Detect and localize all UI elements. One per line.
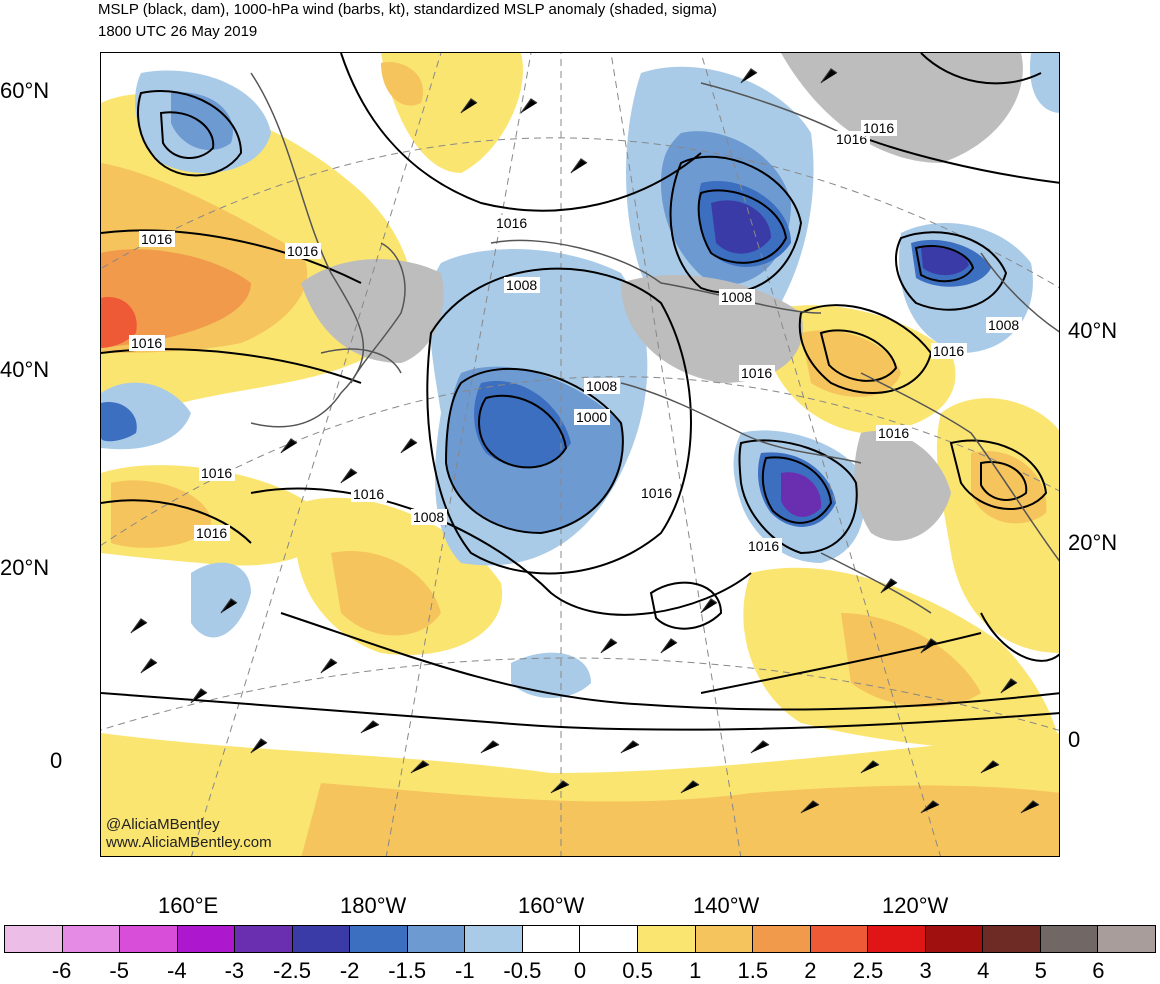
isobar-label: 1016 bbox=[287, 243, 318, 259]
colorbar-tick-label: 1.5 bbox=[737, 958, 769, 983]
colorbar-swatch bbox=[177, 926, 236, 952]
isobar-label: 1016 bbox=[741, 365, 772, 381]
colorbar-tick-label: -2.5 bbox=[273, 958, 311, 983]
isobar-label: 1008 bbox=[988, 317, 1019, 333]
isobar-label: 1016 bbox=[878, 425, 909, 441]
isobar-label: 1008 bbox=[586, 378, 617, 394]
isobars bbox=[101, 53, 1059, 731]
colorbar-swatch bbox=[120, 926, 178, 952]
colorbar-tick-label: 6 bbox=[1092, 958, 1105, 983]
colorbar-tick-label: -5 bbox=[109, 958, 129, 983]
isobar-label: 1016 bbox=[353, 486, 384, 502]
colorbar-swatch bbox=[350, 926, 408, 952]
colorbar-tick-label: 0.5 bbox=[622, 958, 653, 983]
lon-label-140w: 140°W bbox=[693, 893, 760, 918]
colorbar-swatch bbox=[695, 926, 754, 952]
colorbar-swatch bbox=[522, 926, 581, 952]
colorbar-tick-label: 5 bbox=[1034, 958, 1047, 983]
colorbar-swatch bbox=[62, 926, 121, 952]
lat-label-0: 0 bbox=[50, 748, 63, 773]
lat-label-right-0: 0 bbox=[1068, 727, 1081, 752]
credit-website: www.AliciaMBentley.com bbox=[106, 834, 272, 851]
lon-label-160w: 160°W bbox=[518, 893, 585, 918]
colorbar-swatch bbox=[638, 926, 696, 952]
anomaly-colorbar bbox=[4, 925, 1156, 953]
isobar-label: 1016 bbox=[933, 343, 964, 359]
colorbar-swatch bbox=[868, 926, 926, 952]
isobar-label: 1016 bbox=[131, 335, 162, 351]
isobar-labels: 1016 1016 1016 1016 1016 1016 1008 1008 … bbox=[129, 120, 1022, 554]
colorbar-swatch bbox=[753, 926, 811, 952]
colorbar-swatch bbox=[235, 926, 293, 952]
isobar-label: 1016 bbox=[496, 215, 527, 231]
isobar-label: 1016 bbox=[141, 231, 172, 247]
lon-label-120w: 120°W bbox=[882, 893, 949, 918]
colorbar-tick-label: 2 bbox=[804, 958, 817, 983]
lat-label-right-40n: 40°N bbox=[1068, 318, 1118, 343]
colorbar-swatch bbox=[925, 926, 984, 952]
lat-label-20n: 20°N bbox=[0, 555, 50, 580]
lat-label-right-20n: 20°N bbox=[1068, 530, 1118, 555]
high-anomaly-gray-shading bbox=[301, 53, 1023, 541]
map-canvas: 1016 1016 1016 1016 1016 1016 1008 1008 … bbox=[101, 53, 1059, 856]
credit-twitter: @AliciaMBentley bbox=[106, 816, 220, 833]
lat-label-40n: 40°N bbox=[0, 357, 50, 382]
colorbar-swatch bbox=[5, 926, 63, 952]
colorbar-swatch bbox=[1040, 926, 1099, 952]
map-valid-time: 1800 UTC 26 May 2019 bbox=[98, 23, 258, 40]
isobar-label: 1016 bbox=[863, 120, 894, 136]
lat-label-60n: 60°N bbox=[0, 78, 50, 103]
isobar-label: 1008 bbox=[506, 277, 537, 293]
colorbar-tick-label: -0.5 bbox=[503, 958, 542, 983]
coastlines bbox=[250, 72, 1059, 614]
colorbar-swatch bbox=[407, 926, 466, 952]
colorbar-tick-label: 3 bbox=[919, 958, 932, 983]
map-title: MSLP (black, dam), 1000-hPa wind (barbs,… bbox=[98, 1, 717, 18]
colorbar-tick-label: 0 bbox=[573, 958, 587, 983]
isobar-label: 1008 bbox=[721, 289, 752, 305]
isobar-label: 1016 bbox=[836, 131, 867, 147]
isobar-label: 1008 bbox=[413, 509, 444, 525]
isobar-label: 1000 bbox=[576, 409, 607, 425]
colorbar-swatch bbox=[1098, 926, 1155, 952]
colorbar-tick-label: -1 bbox=[455, 958, 475, 983]
graticule bbox=[101, 53, 1059, 856]
colorbar-swatch bbox=[292, 926, 351, 952]
isobar-label: 1016 bbox=[201, 465, 232, 481]
colorbar-tick-label: 1 bbox=[689, 958, 702, 983]
colorbar-tick-label: 2.5 bbox=[852, 958, 884, 983]
colorbar-swatch bbox=[465, 926, 523, 952]
colorbar-swatch bbox=[810, 926, 869, 952]
lon-label-180w: 180°W bbox=[340, 893, 407, 918]
colorbar-tick-label: -3 bbox=[224, 958, 245, 983]
lon-label-160e: 160°E bbox=[158, 893, 219, 918]
colorbar-tick-label: 4 bbox=[977, 958, 990, 983]
colorbar-tick-label: -2 bbox=[339, 958, 360, 983]
wind-barbs bbox=[130, 68, 1040, 814]
colorbar-tick-label: -4 bbox=[167, 958, 187, 983]
colorbar-swatch bbox=[983, 926, 1041, 952]
map-panel: 1016 1016 1016 1016 1016 1016 1008 1008 … bbox=[100, 52, 1060, 857]
isobar-label: 1016 bbox=[196, 525, 227, 541]
isobar-label: 1016 bbox=[748, 538, 779, 554]
isobar-label: 1016 bbox=[641, 485, 672, 501]
colorbar-swatch bbox=[580, 926, 639, 952]
colorbar-tick-label: -1.5 bbox=[388, 958, 427, 983]
colorbar-tick-label: -6 bbox=[51, 958, 72, 983]
